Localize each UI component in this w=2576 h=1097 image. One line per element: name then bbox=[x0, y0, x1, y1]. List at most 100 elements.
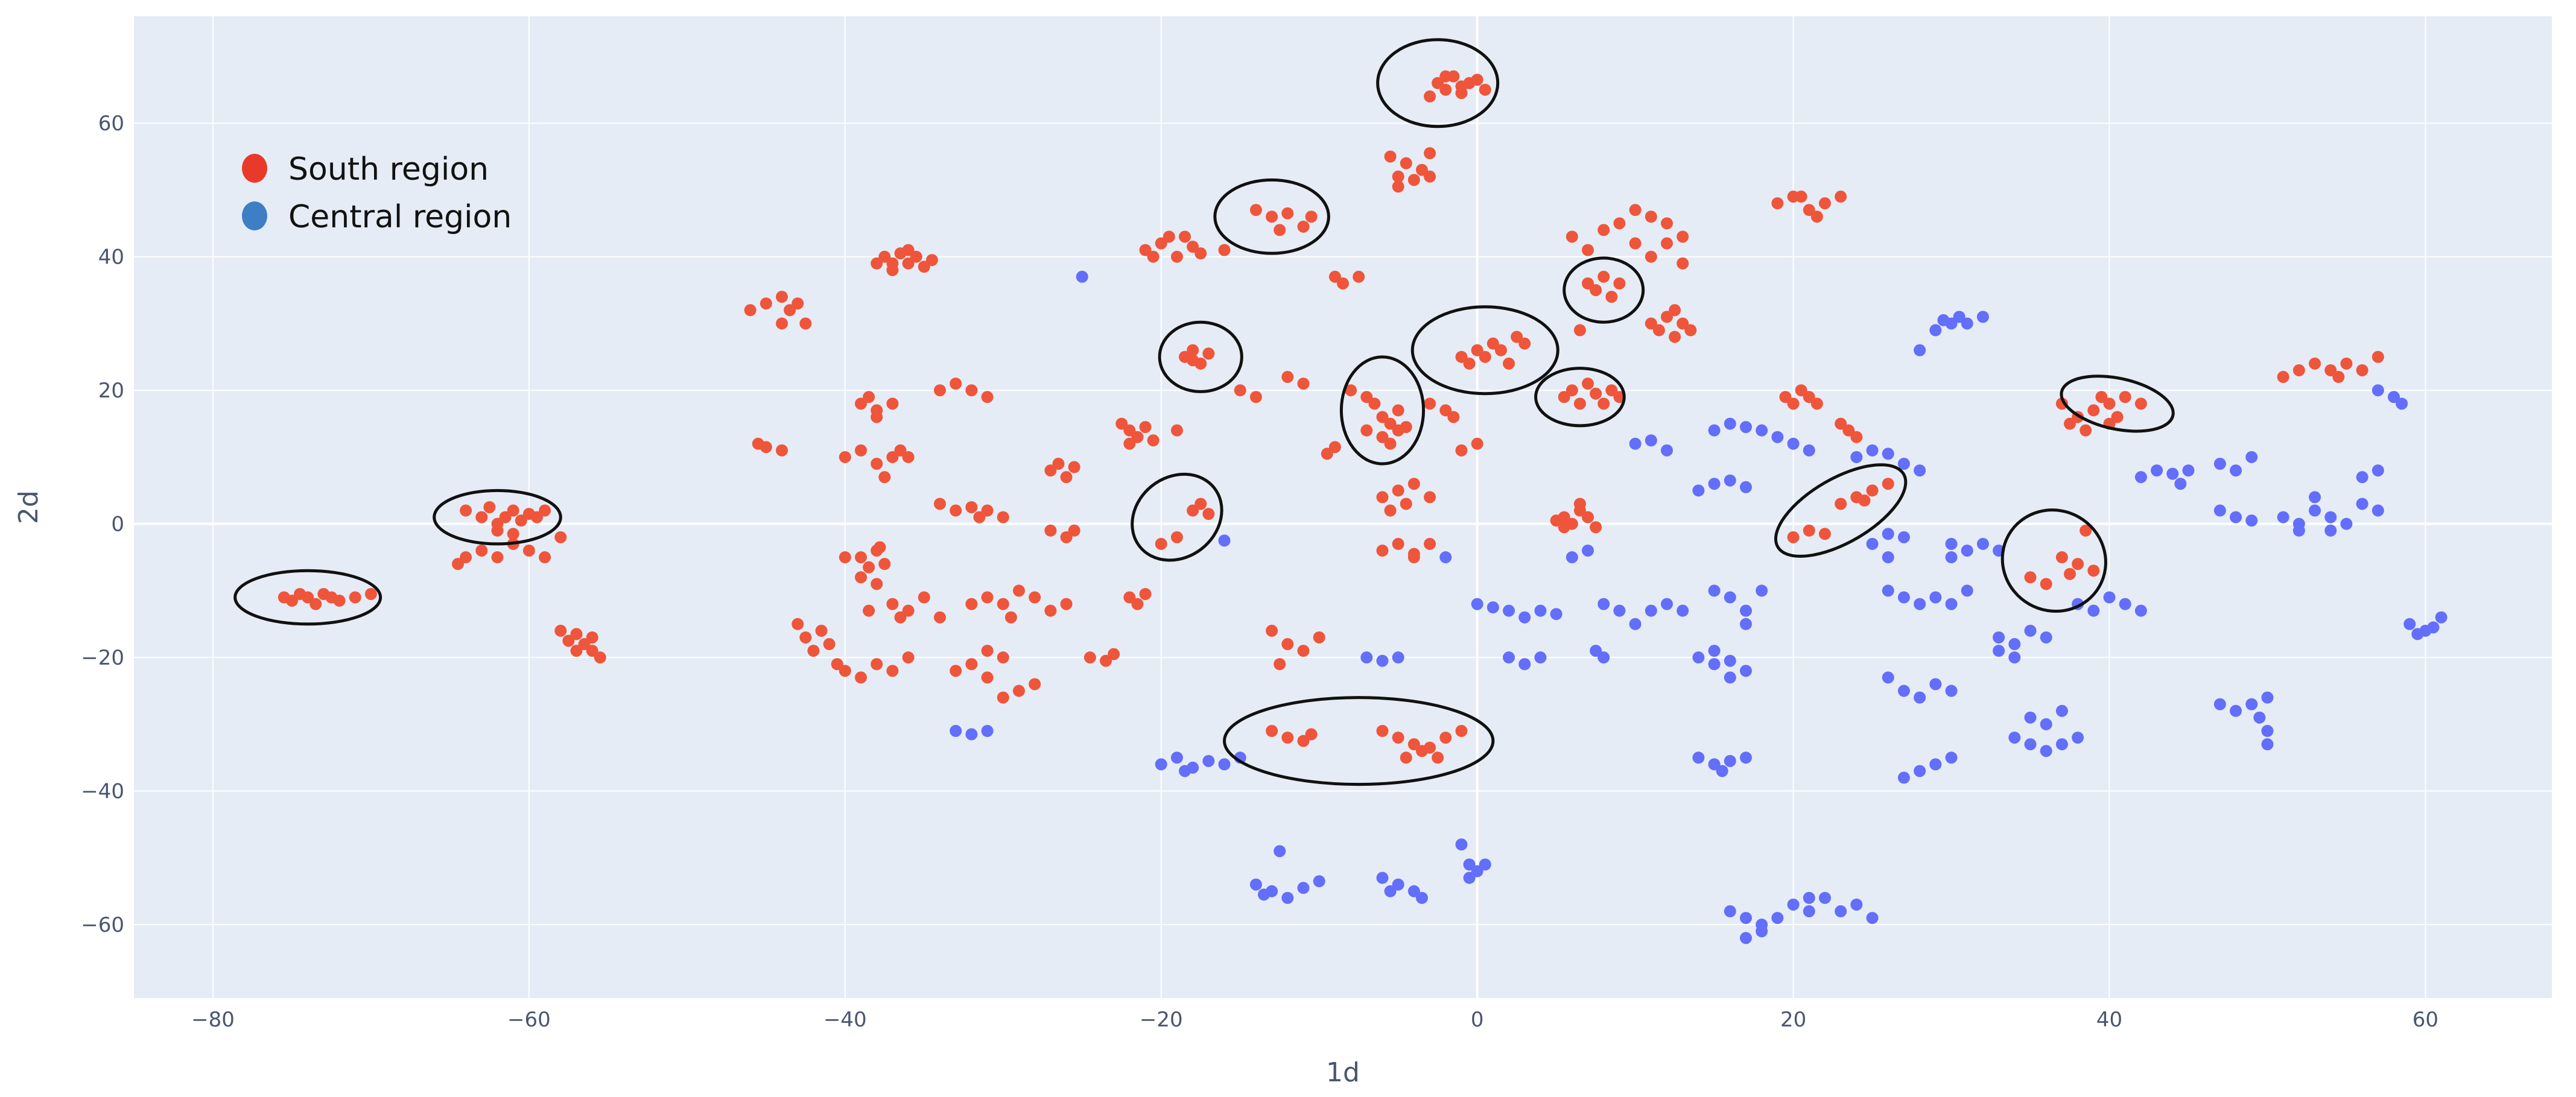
south-region-point bbox=[1297, 378, 1310, 390]
south-region-point bbox=[1218, 244, 1231, 256]
central-region-point bbox=[1882, 671, 1894, 684]
south-region-point bbox=[1613, 217, 1626, 230]
south-region-point bbox=[2087, 404, 2100, 417]
south-region-point bbox=[1455, 725, 1468, 738]
central-region-point bbox=[950, 725, 962, 738]
central-region-point bbox=[2024, 738, 2037, 751]
central-region-point bbox=[1708, 424, 1721, 437]
south-region-point bbox=[499, 511, 512, 523]
south-region-point bbox=[1858, 494, 1871, 507]
south-region-point bbox=[1123, 591, 1136, 604]
central-region-point bbox=[2245, 514, 2258, 527]
central-region-point bbox=[1945, 684, 1958, 697]
central-region-point bbox=[2245, 698, 2258, 710]
central-region-point bbox=[1945, 598, 1958, 610]
south-region-point bbox=[309, 598, 322, 610]
south-region-point bbox=[1677, 230, 1689, 243]
central-region-point bbox=[1866, 912, 1879, 925]
south-region-point bbox=[1605, 384, 1618, 397]
south-region-point bbox=[1566, 384, 1578, 397]
central-region-point bbox=[1455, 838, 1468, 851]
south-region-point bbox=[1187, 354, 1199, 367]
south-region-point bbox=[1645, 210, 1657, 223]
south-region-point bbox=[1669, 304, 1681, 317]
south-region-point bbox=[1147, 250, 1160, 263]
south-region-point bbox=[2087, 564, 2100, 577]
south-region-point bbox=[1494, 344, 1507, 356]
south-region-point bbox=[792, 297, 804, 310]
central-region-point bbox=[1914, 598, 1926, 610]
central-region-point bbox=[2245, 450, 2258, 463]
south-region-point bbox=[2292, 364, 2305, 376]
central-region-point bbox=[1692, 651, 1705, 664]
central-region-point bbox=[2087, 604, 2100, 617]
south-region-point bbox=[554, 531, 567, 543]
south-region-point bbox=[1455, 350, 1468, 363]
central-region-point bbox=[1534, 651, 1547, 664]
south-region-point bbox=[855, 444, 868, 457]
south-region-point bbox=[902, 257, 915, 270]
south-region-point bbox=[578, 638, 591, 651]
south-region-point bbox=[1455, 444, 1468, 457]
y-tick-label: 0 bbox=[111, 513, 124, 537]
central-region-point bbox=[1613, 604, 1626, 617]
central-region-point bbox=[1882, 551, 1894, 564]
south-region-point bbox=[878, 558, 891, 571]
south-region-point bbox=[918, 591, 930, 604]
central-region-point bbox=[1897, 771, 1910, 784]
x-tick-label: 20 bbox=[1780, 1008, 1806, 1032]
south-region-point bbox=[285, 595, 298, 607]
central-region-point bbox=[1692, 751, 1705, 764]
south-region-point bbox=[1424, 537, 1436, 550]
south-region-point bbox=[1669, 330, 1681, 343]
south-region-point bbox=[586, 645, 598, 657]
south-region-point bbox=[871, 658, 883, 671]
south-region-point bbox=[1424, 90, 1436, 103]
x-axis-title: 1d bbox=[1326, 1057, 1360, 1088]
south-region-point bbox=[1590, 284, 1602, 297]
south-region-point bbox=[302, 591, 314, 604]
south-region-point bbox=[981, 671, 994, 684]
south-region-point bbox=[1597, 397, 1610, 410]
south-region-point bbox=[1123, 437, 1136, 450]
central-region-point bbox=[1914, 765, 1926, 777]
south-region-point bbox=[1677, 317, 1689, 330]
south-region-point bbox=[1518, 337, 1531, 350]
central-region-point bbox=[1590, 645, 1602, 657]
central-region-point bbox=[1179, 765, 1191, 777]
south-region-point bbox=[863, 604, 875, 617]
south-region-point bbox=[1194, 247, 1207, 260]
central-region-point bbox=[1155, 758, 1167, 771]
south-region-point bbox=[871, 458, 883, 470]
south-region-point bbox=[1266, 624, 1278, 637]
central-region-point bbox=[1629, 618, 1642, 630]
highlight-ellipse bbox=[1774, 463, 1908, 558]
south-region-point bbox=[1392, 484, 1404, 497]
central-region-point bbox=[1882, 447, 1894, 460]
central-region-point bbox=[2261, 738, 2274, 751]
x-tick-label: 40 bbox=[2096, 1008, 2122, 1032]
south-region-point bbox=[1645, 317, 1657, 330]
south-region-point bbox=[1407, 738, 1420, 751]
central-region-point bbox=[1937, 314, 1950, 326]
south-region-point bbox=[981, 591, 994, 604]
central-region-point bbox=[1297, 882, 1310, 894]
south-region-point bbox=[1842, 424, 1855, 437]
central-region-point bbox=[2008, 638, 2021, 651]
south-region-point bbox=[1424, 397, 1436, 410]
south-region-point bbox=[1590, 521, 1602, 534]
central-region-point bbox=[1740, 618, 1752, 630]
south-region-point bbox=[997, 691, 1009, 704]
central-region-point bbox=[1961, 544, 1973, 557]
central-region-point bbox=[1708, 478, 1721, 490]
x-tick-label: 60 bbox=[2413, 1008, 2438, 1032]
central-region-point bbox=[1993, 645, 2005, 657]
central-region-point bbox=[2024, 624, 2037, 637]
south-region-point bbox=[918, 261, 930, 273]
south-region-point bbox=[1029, 591, 1041, 604]
south-region-point bbox=[1439, 404, 1452, 417]
central-region-point bbox=[2213, 504, 2226, 517]
south-region-point bbox=[1328, 270, 1341, 283]
south-region-point bbox=[1052, 458, 1065, 470]
south-region-point bbox=[562, 634, 575, 647]
